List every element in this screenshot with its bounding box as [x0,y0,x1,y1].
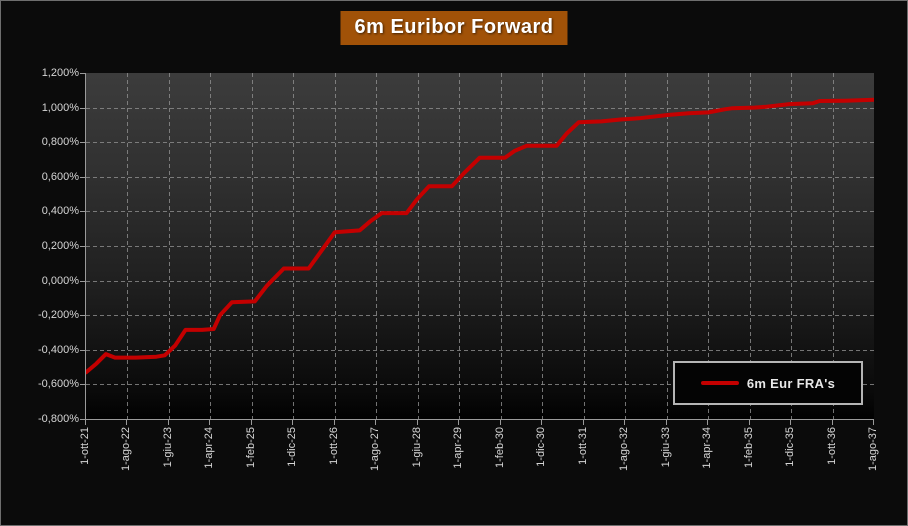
x-axis-label: 1-feb-25 [244,427,257,468]
y-axis-label: 0,400% [41,205,79,218]
y-axis-tick [80,108,85,109]
y-axis-tick [80,246,85,247]
x-axis-label: 1-ago-22 [120,427,133,472]
x-axis-tick [375,420,376,425]
x-axis-label: 1-dic-25 [286,427,299,467]
legend-line-swatch [700,381,739,385]
x-axis-label: 1-apr-29 [452,427,465,469]
y-axis-label: 1,200% [41,67,79,79]
x-axis-tick [458,420,459,425]
x-axis-label: 1-giu-23 [161,427,174,468]
y-axis-label: 0,000% [41,274,79,287]
y-axis-label: 0,200% [41,240,79,252]
x-axis-label: 1-apr-34 [701,427,714,469]
series-line-6m-eur-fra-s [86,97,874,375]
x-axis-tick [500,420,501,425]
x-axis-tick [251,420,252,425]
x-axis-tick [832,420,833,425]
x-axis-label: 1-ott-36 [825,427,838,465]
forward-curve-svg [86,73,874,419]
chart-title: 6m Euribor Forward [340,11,568,45]
x-axis-tick [666,420,667,425]
x-axis-tick [417,420,418,425]
x-axis-tick [85,420,86,425]
x-axis-tick [707,420,708,425]
y-axis-tick [80,142,85,143]
plot-area [85,73,874,420]
legend-series-label: 6m Eur FRA's [746,375,836,391]
x-axis-label: 1-dic-30 [535,427,548,467]
y-axis-label: -0,600% [38,378,79,391]
y-axis-tick [80,73,85,74]
x-axis-tick [541,420,542,425]
x-axis-label: 1-ago-32 [618,427,631,472]
x-axis-label: 1-ago-27 [369,427,382,472]
x-axis-label: 1-ago-37 [867,427,879,472]
y-axis-tick [80,419,85,420]
y-axis-tick [80,177,85,178]
x-axis-tick [334,420,335,425]
x-axis-tick [126,420,127,425]
x-axis-label: 1-feb-30 [493,427,506,468]
y-axis-label: 0,800% [41,136,79,149]
x-axis-label: 1-giu-28 [410,427,423,468]
x-axis-tick [168,420,169,425]
x-axis-label: 1-dic-35 [784,427,797,467]
x-axis-label: 1-apr-24 [203,427,216,469]
y-axis-label: -0,200% [38,309,79,322]
y-axis-tick [80,211,85,212]
x-axis-label: 1-ott-21 [79,427,91,465]
x-axis-tick [583,420,584,425]
legend-box: 6m Eur FRA's [673,361,863,405]
x-axis-label: 1-ott-31 [576,427,589,465]
x-axis-label: 1-ott-26 [327,427,340,465]
y-axis-tick [80,281,85,282]
x-axis-label: 1-giu-33 [659,427,672,468]
x-axis-tick [749,420,750,425]
y-axis-label: -0,800% [38,413,79,425]
y-axis-tick [80,350,85,351]
x-axis-label: 1-feb-35 [742,427,755,468]
x-axis-tick [790,420,791,425]
x-axis-tick [292,420,293,425]
y-axis-tick [80,315,85,316]
y-axis-tick [80,384,85,385]
x-axis-tick [624,420,625,425]
y-axis-label: 1,000% [41,101,79,114]
y-axis-label: 0,600% [41,170,79,183]
y-axis-label: -0,400% [38,343,79,356]
x-axis-tick [873,420,874,425]
x-axis-tick [209,420,210,425]
